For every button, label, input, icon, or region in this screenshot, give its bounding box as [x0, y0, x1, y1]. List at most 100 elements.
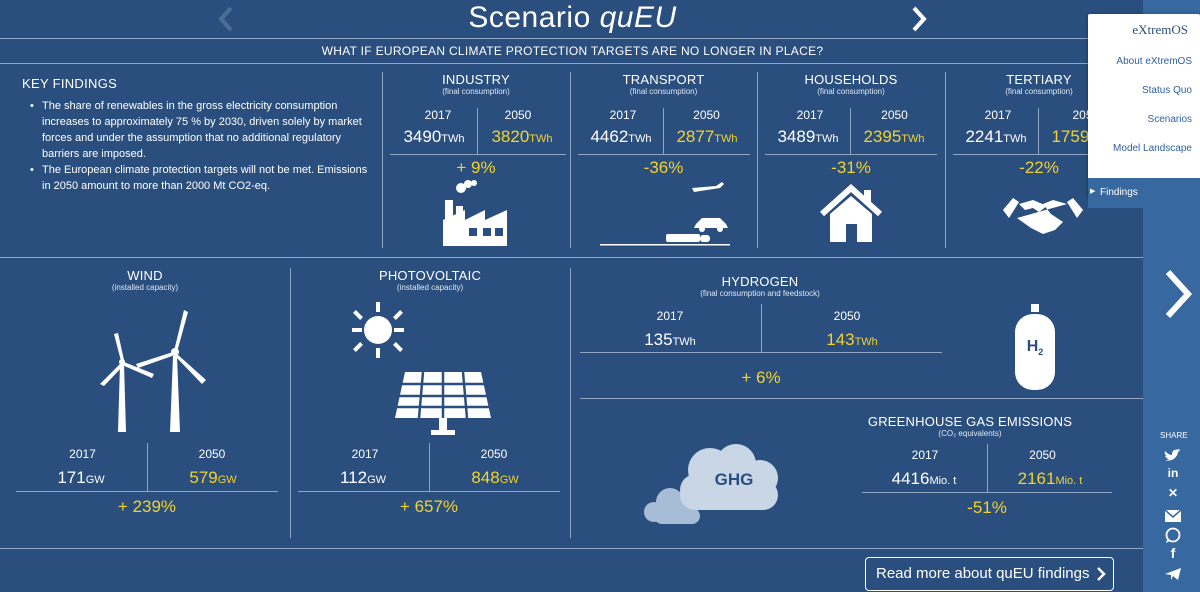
value-2017: 135TWh — [644, 330, 696, 349]
subtitle: WHAT IF EUROPEAN CLIMATE PROTECTION TARG… — [321, 44, 824, 58]
section-subtitle: (installed capacity) — [396, 283, 464, 292]
year-label: 2017 — [69, 447, 96, 461]
divider — [578, 154, 750, 155]
value-2050: 2161Mio. t — [1017, 469, 1083, 488]
section-subtitle: (final consumption and feedstock) — [700, 289, 820, 298]
sector-subtitle: (final consumption) — [629, 87, 698, 96]
sun-icon — [352, 302, 404, 358]
change-value: + 6% — [741, 368, 781, 387]
year-label: 2050 — [1029, 448, 1056, 462]
divider — [0, 257, 1143, 258]
sector-title: HOUSEHOLDS — [804, 72, 898, 87]
ghg-cloud-icon: GHG — [640, 444, 790, 526]
xing-icon[interactable]: ✕ — [1167, 486, 1179, 500]
extremos-logo[interactable]: eXtremOS — [1132, 22, 1188, 37]
value-2050: 579GW — [189, 468, 237, 487]
value-2017: 2241TWh — [965, 127, 1027, 146]
menu-item-about[interactable]: About eXtremOS — [1116, 56, 1192, 67]
divider — [0, 63, 1143, 64]
year-label: 2017 — [656, 309, 684, 323]
year-label: 2017 — [351, 447, 379, 461]
sector-subtitle: (final consumption) — [817, 87, 885, 96]
year-label: 2050 — [198, 447, 226, 461]
sector-transport: TRANSPORT (final consumption) — [570, 72, 757, 96]
linkedin-icon[interactable]: in — [1167, 466, 1179, 480]
list-item: The share of renewables in the gross ele… — [30, 98, 376, 162]
change-value: + 657% — [399, 497, 459, 516]
next-page-arrow-icon[interactable] — [1160, 268, 1196, 320]
section-title: WIND — [127, 268, 163, 283]
sector-title: TRANSPORT — [622, 72, 705, 87]
chevron-right-icon — [1097, 567, 1106, 581]
section-hydrogen: HYDROGEN (final consumption and feedstoc… — [570, 274, 950, 298]
twitter-icon[interactable] — [1162, 448, 1184, 464]
divider — [862, 492, 1112, 493]
year-label: 2050 — [480, 447, 508, 461]
divider — [580, 398, 1143, 399]
value-2050: 143TWh — [826, 330, 878, 349]
page-title: Scenario quEU — [468, 1, 677, 34]
divider — [953, 154, 1088, 155]
value-2017: 171GW — [57, 468, 105, 487]
facebook-icon[interactable]: f — [1170, 545, 1176, 561]
year-label: 2017 — [984, 108, 1012, 122]
year-label: 2050 — [504, 108, 532, 122]
previous-arrow-icon[interactable] — [213, 4, 239, 34]
value-2050: 2395TWh — [863, 127, 925, 146]
divider — [0, 548, 1143, 549]
value-2017: 4416Mio. t — [891, 469, 957, 488]
key-findings-title: KEY FINDINGS — [22, 76, 118, 91]
divider — [290, 268, 291, 538]
divider — [663, 108, 664, 154]
sector-industry: INDUSTRY (final consumption) — [382, 72, 570, 96]
read-more-button[interactable]: Read more about quEU findings — [865, 557, 1114, 591]
house-icon — [819, 184, 883, 242]
handshake-icon — [1003, 198, 1083, 234]
divider — [757, 72, 758, 248]
value-2050: 2877TWh — [676, 127, 738, 146]
divider — [382, 72, 383, 248]
divider — [987, 444, 988, 492]
year-label: 2017 — [911, 448, 939, 462]
menu-item-scenarios[interactable]: Scenarios — [1147, 114, 1192, 125]
section-title: PHOTOVOLTAIC — [378, 268, 482, 283]
wind-turbine-icon — [100, 310, 206, 432]
section-title: GREENHOUSE GAS EMISSIONS — [867, 414, 1073, 429]
transport-icon — [600, 182, 730, 246]
section-subtitle: (installed capacity) — [111, 283, 179, 292]
share-label: SHARE — [1160, 431, 1188, 440]
divider — [477, 108, 478, 154]
sector-subtitle: (final consumption) — [1005, 87, 1073, 96]
value-2050: 848GW — [471, 468, 519, 487]
menu-item-status-quo[interactable]: Status Quo — [1141, 85, 1192, 96]
menu-item-model-landscape[interactable]: Model Landscape — [1113, 143, 1192, 154]
section-title: HYDROGEN — [721, 274, 799, 289]
divider — [147, 443, 148, 491]
divider — [16, 491, 278, 492]
section-photovoltaic: PHOTOVOLTAIC (installed capacity) — [290, 268, 570, 292]
divider — [0, 38, 1143, 39]
section-subtitle: (CO₂ equivalents) — [938, 429, 1002, 438]
menu-item-findings[interactable]: ▶ Findings — [1088, 178, 1200, 208]
year-label: 2017 — [796, 108, 824, 122]
whatsapp-icon[interactable] — [1162, 527, 1184, 543]
divider — [580, 352, 942, 353]
value-2017: 3490TWh — [403, 127, 465, 146]
divider — [570, 268, 571, 538]
year-label: 2017 — [609, 108, 637, 122]
divider — [1038, 108, 1039, 154]
telegram-icon[interactable] — [1162, 566, 1184, 582]
key-findings-list: The share of renewables in the gross ele… — [30, 98, 376, 194]
value-2017: 3489TWh — [777, 127, 839, 146]
year-label: 205 — [1072, 108, 1093, 122]
year-label: 2050 — [881, 108, 908, 122]
sector-tertiary: TERTIARY (final consumption) — [945, 72, 1143, 96]
next-arrow-icon[interactable] — [906, 4, 932, 34]
year-label: 2017 — [424, 108, 452, 122]
change-value: -22% — [1019, 158, 1059, 177]
list-item: The European climate protection targets … — [30, 162, 376, 194]
divider — [850, 108, 851, 154]
change-value: + 239% — [117, 497, 177, 516]
divider — [761, 304, 762, 352]
email-icon[interactable] — [1162, 508, 1184, 524]
